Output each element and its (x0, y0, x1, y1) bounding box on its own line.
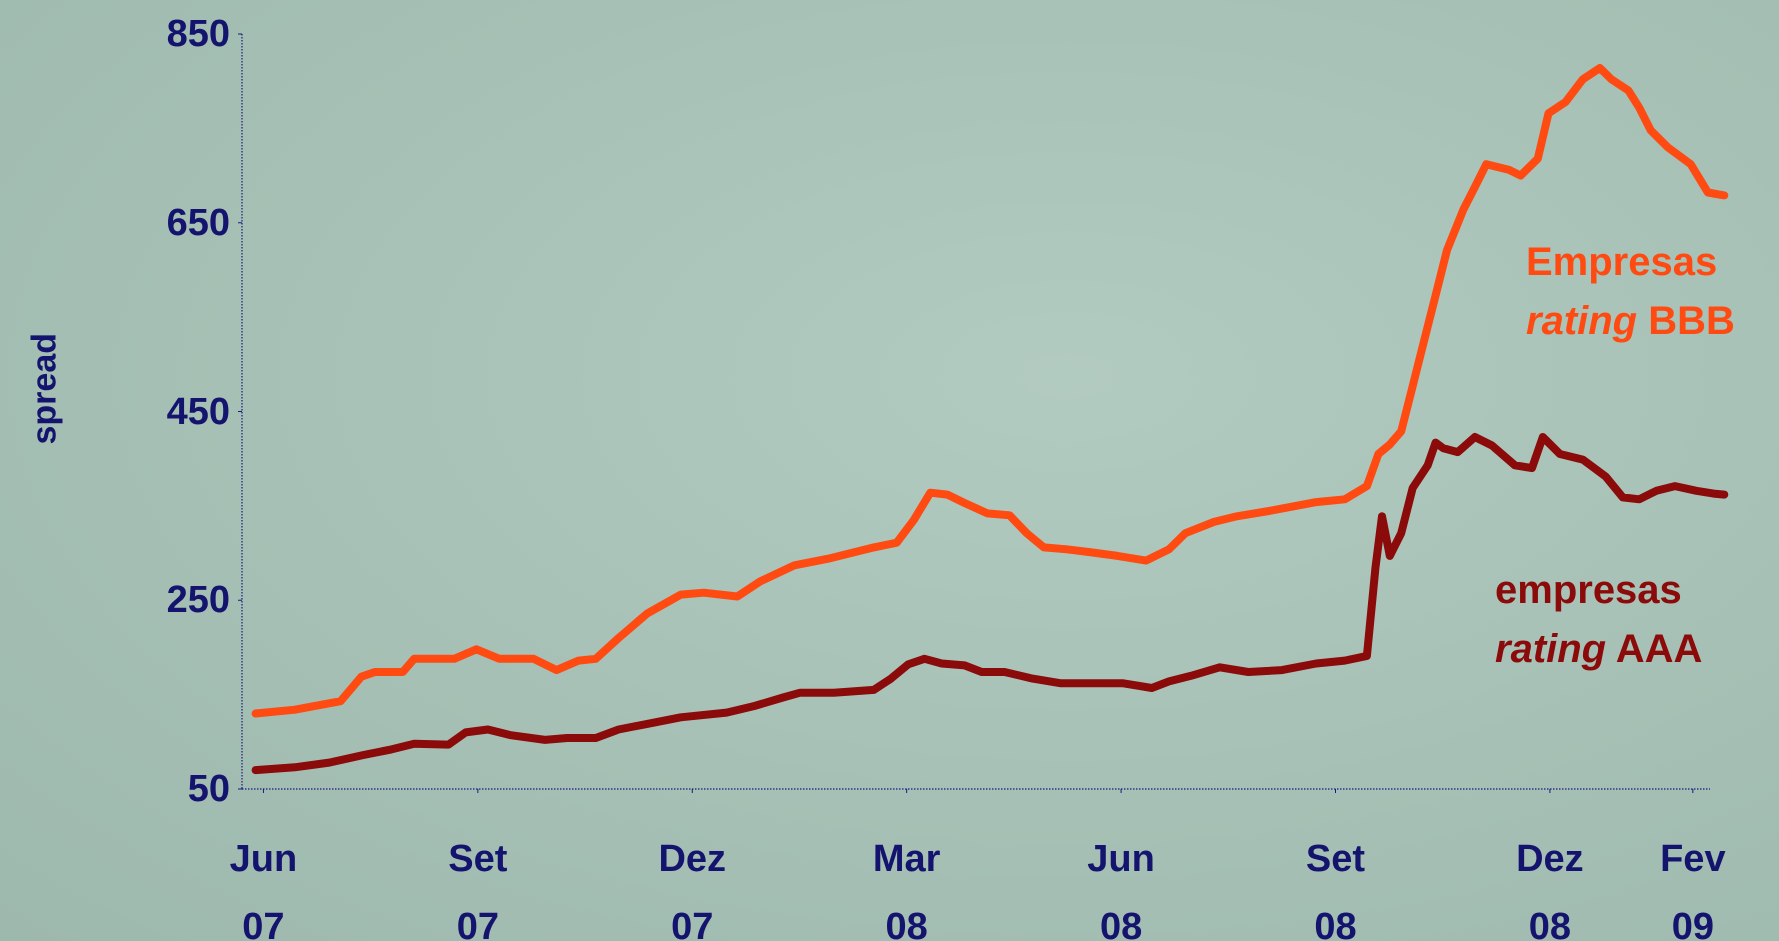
y-tick-label: 650 (166, 201, 230, 244)
label-word: rating (1495, 627, 1607, 671)
label-word: Empresas (1526, 240, 1718, 284)
x-tick-label: Mar 08 (872, 838, 941, 941)
x-tick-label: Jun 07 (229, 838, 298, 941)
series-label: empresas rating AAA (1495, 561, 1702, 679)
y-tick-label: 450 (166, 390, 230, 433)
x-tick-label: Dez 08 (1516, 838, 1584, 941)
label-word: BBB (1648, 299, 1735, 343)
series-line (251, 64, 1729, 718)
y-tick-label: 50 (187, 768, 230, 810)
label-word: empresas (1495, 568, 1682, 612)
y-axis-label: spread (25, 333, 64, 445)
x-tick-label: Dez 07 (658, 838, 727, 941)
series-line (251, 433, 1729, 775)
x-tick-label: Jun 08 (1087, 838, 1155, 941)
y-tick-label: 850 (166, 13, 230, 55)
label-word: rating (1526, 299, 1638, 343)
label-word: AAA (1615, 627, 1703, 671)
x-tick-label: Fev 09 (1660, 838, 1726, 941)
y-tick-label: 250 (166, 579, 230, 622)
x-tick-label: Set 07 (448, 838, 508, 941)
x-tick-label: Set 08 (1305, 838, 1366, 941)
series-label: Empresas rating BBB (1526, 233, 1735, 351)
